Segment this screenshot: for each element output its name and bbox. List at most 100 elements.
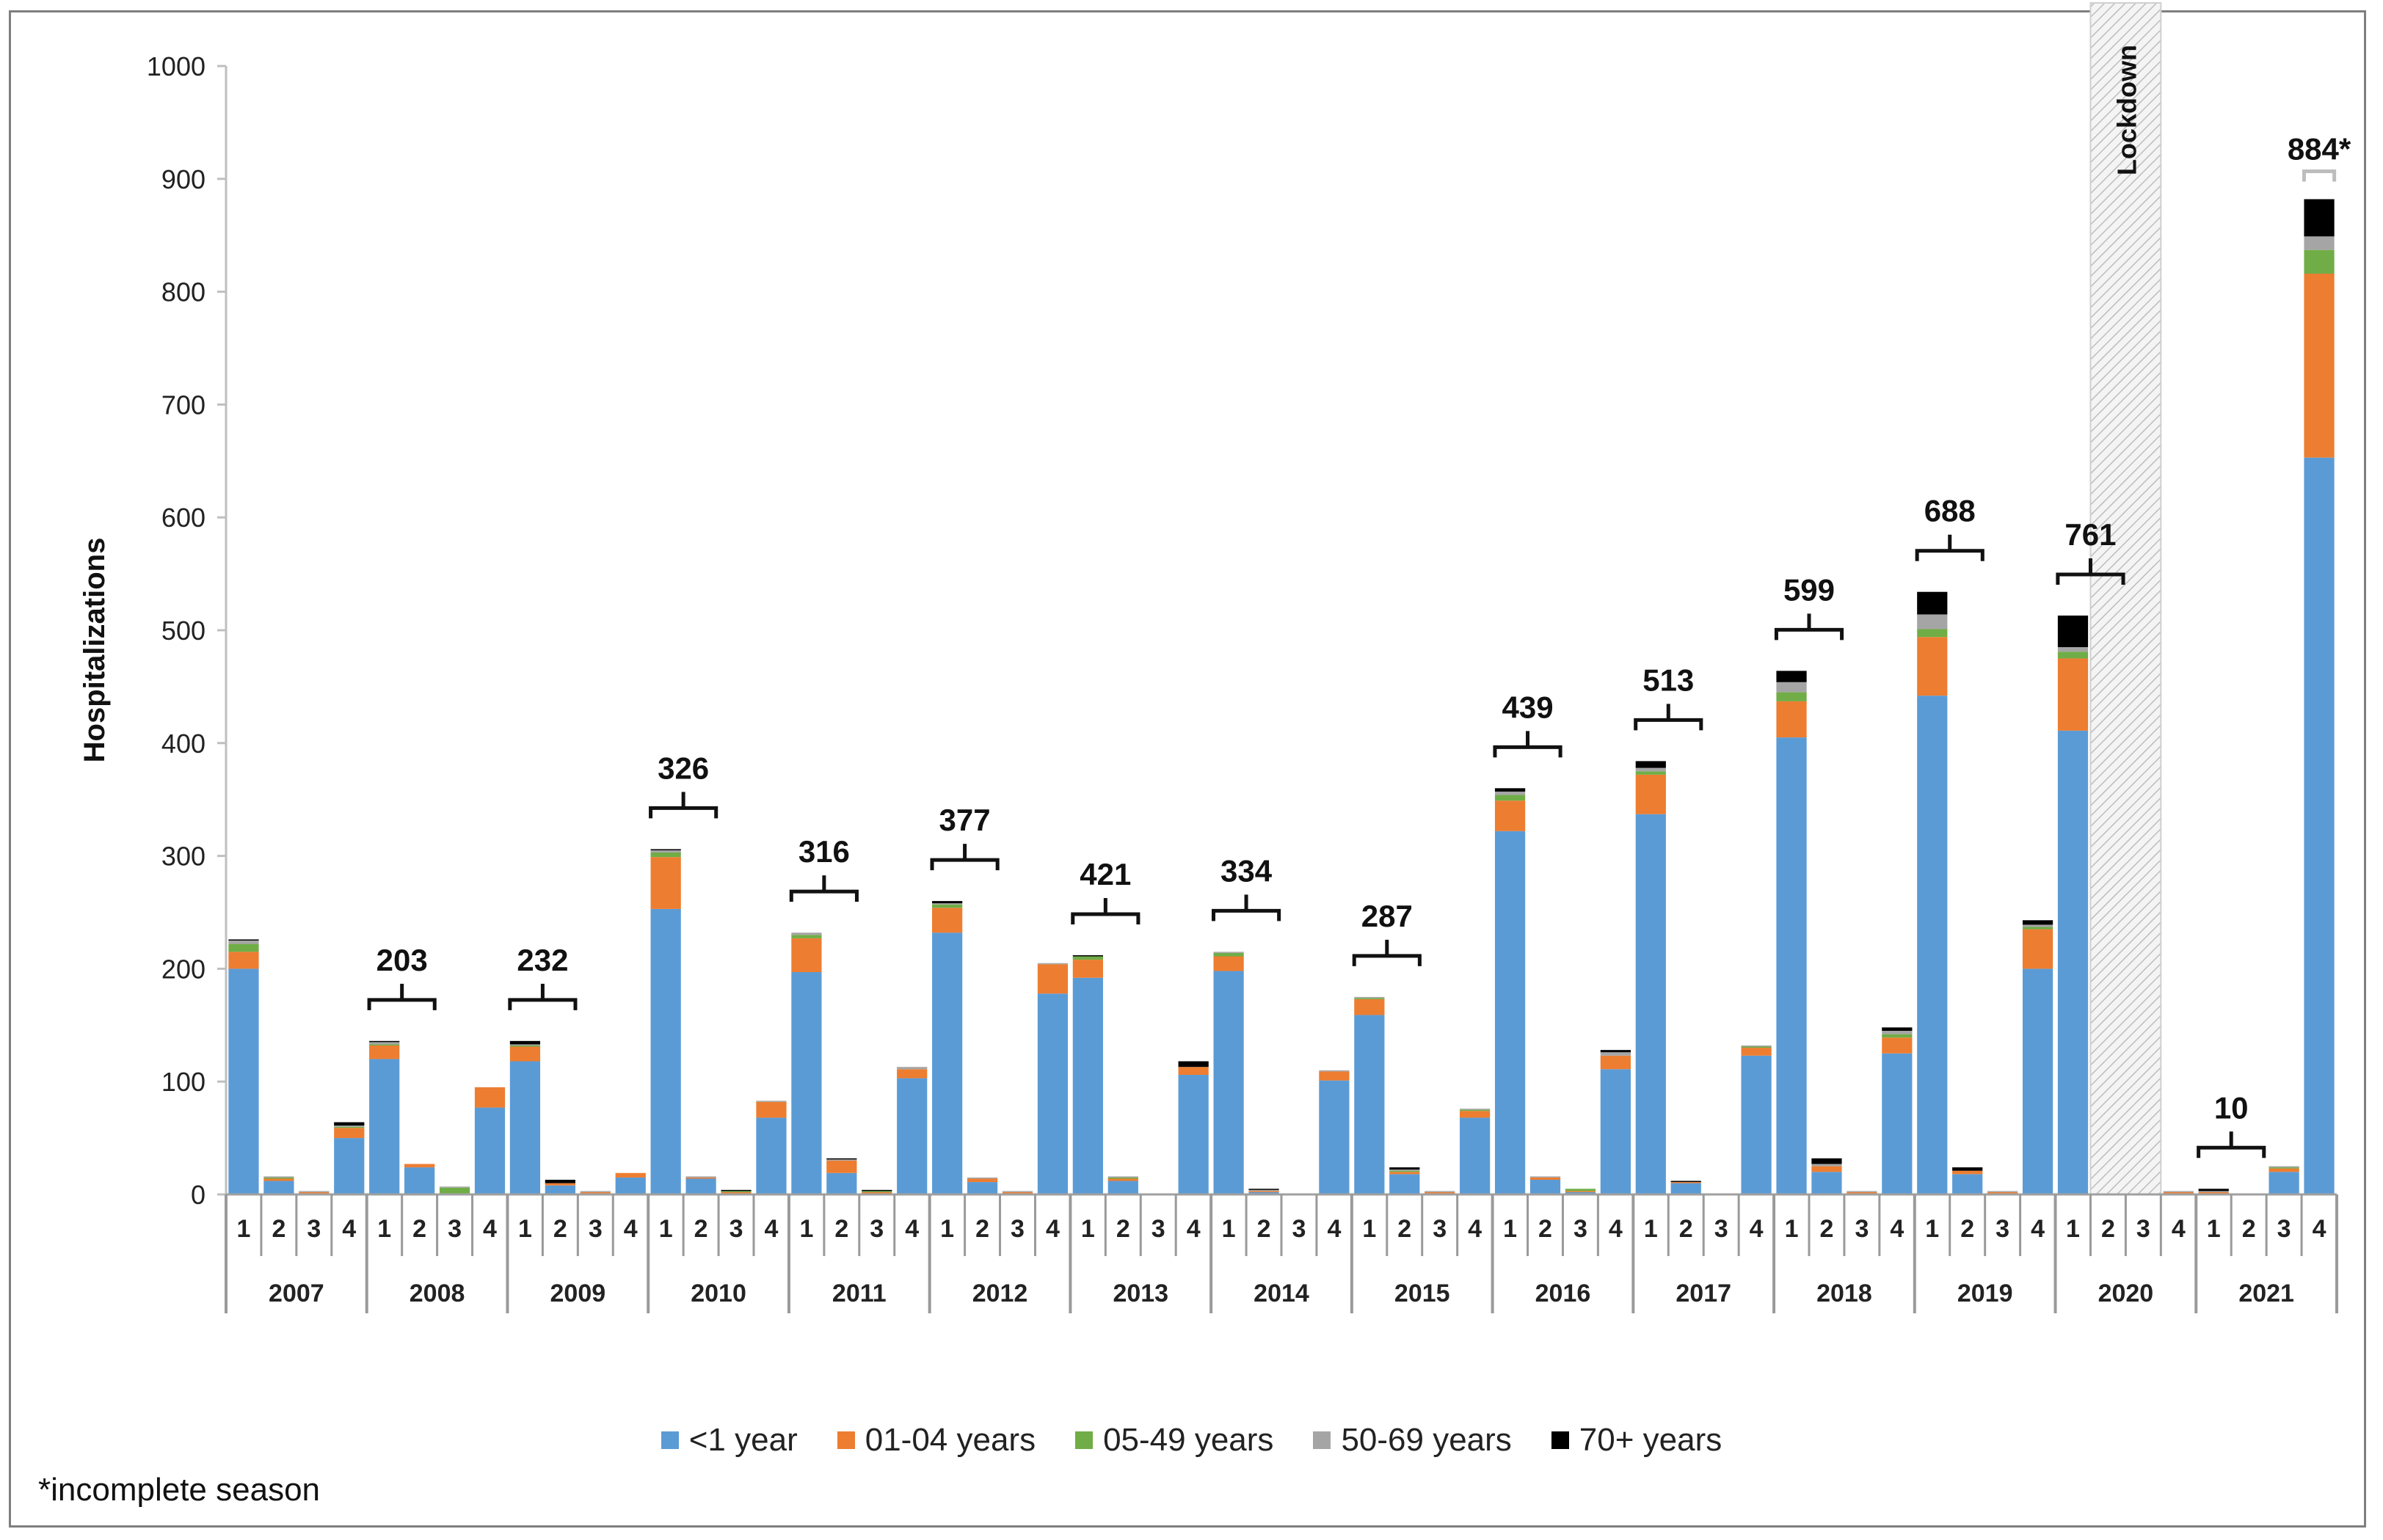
- bar-segment-2015-q2-s0: [1389, 1174, 1420, 1194]
- bar-segment-2010-q1-s0: [650, 908, 681, 1194]
- bar-segment-2014-q4-s3: [1319, 1070, 1350, 1072]
- bracket-line: [367, 983, 437, 1010]
- bar-segment-2016-q3-s1: [1565, 1191, 1596, 1192]
- bar-segment-2013-q1-s2: [1072, 956, 1103, 960]
- bar-segment-2011-q2-s4: [826, 1158, 857, 1160]
- bar-segment-2021-q4-s4: [2304, 199, 2335, 237]
- bar-segment-2010-q3-s1: [721, 1192, 752, 1194]
- bar-segment-2019-q4-s1: [2022, 929, 2053, 969]
- bar-segment-2007-q2-s3: [263, 1176, 294, 1178]
- quarter-label: 1: [377, 1215, 391, 1243]
- bar-segment-2018-q4-s1: [1882, 1037, 1913, 1054]
- bar-segment-2017-q4-s3: [1741, 1045, 1772, 1047]
- season-total-14: 884*: [2288, 131, 2351, 182]
- year-label: 2013: [1113, 1280, 1168, 1307]
- bar-segment-2012-q4-s1: [1037, 964, 1069, 994]
- year-label: 2014: [1254, 1280, 1309, 1307]
- bracket-line: [508, 983, 578, 1010]
- quarter-label: 2: [1257, 1215, 1271, 1243]
- bar-segment-2009-q2-s1: [545, 1183, 575, 1186]
- season-total-label: 334: [1220, 853, 1273, 888]
- bar-segment-2007-q1-s1: [228, 952, 259, 969]
- quarter-label: 4: [2313, 1215, 2326, 1243]
- bar-segment-2021-q4-s1: [2304, 273, 2335, 458]
- quarter-label: 4: [2172, 1215, 2186, 1243]
- bar-segment-2014-q2-s0: [1248, 1192, 1279, 1194]
- quarter-label: 2: [412, 1215, 426, 1243]
- bar-segment-2010-q1-s2: [650, 852, 681, 858]
- bar-segment-2008-q3-s2: [439, 1187, 470, 1194]
- season-total-12: 761: [2056, 517, 2125, 585]
- bar-segment-2019-q4-s4: [2022, 920, 2053, 925]
- bar-segment-2018-q1-s2: [1776, 692, 1807, 701]
- season-total-label: 377: [939, 803, 991, 837]
- bar-segment-2020-q1-s0: [2057, 730, 2089, 1194]
- quarter-label: 4: [765, 1215, 779, 1243]
- bar-segment-2016-q1-s1: [1494, 800, 1526, 831]
- bar-segment-2008-q2-s0: [404, 1167, 435, 1194]
- bar-segment-2012-q1-s4: [932, 901, 963, 904]
- season-total-label: 421: [1080, 857, 1131, 891]
- bar-segment-2011-q2-s0: [826, 1172, 857, 1194]
- bar-segment-2017-q1-s1: [1635, 774, 1666, 814]
- legend-swatch: [1313, 1431, 1331, 1449]
- season-total-label: 439: [1502, 690, 1553, 724]
- bar-segment-2013-q4-s0: [1178, 1074, 1209, 1194]
- bar-segment-2010-q2-s1: [685, 1177, 716, 1179]
- bar-segment-2013-q2-s3: [1107, 1176, 1138, 1178]
- quarter-label: 1: [940, 1215, 954, 1243]
- quarter-label: 2: [834, 1215, 848, 1243]
- bracket-line: [1071, 897, 1140, 924]
- bar-segment-2014-q4-s0: [1319, 1080, 1350, 1194]
- quarter-label: 4: [342, 1215, 356, 1243]
- bar-segment-2009-q3-s3: [580, 1191, 611, 1192]
- bar-segment-2008-q1-s3: [369, 1042, 400, 1045]
- legend-swatch: [661, 1431, 679, 1449]
- bar-segment-2011-q4-s3: [897, 1067, 928, 1070]
- quarter-label: 2: [1538, 1215, 1552, 1243]
- bar-segment-2010-q4-s1: [756, 1101, 787, 1118]
- year-label: 2010: [691, 1280, 746, 1307]
- quarter-label: 1: [2066, 1215, 2080, 1243]
- quarter-label: 3: [1573, 1215, 1587, 1243]
- bar-segment-2010-q1-s3: [650, 850, 681, 853]
- bar-segment-2013-q4-s4: [1178, 1061, 1209, 1068]
- y-tick-label: 300: [161, 842, 205, 872]
- bar-segment-2007-q3-s3: [299, 1191, 330, 1192]
- y-axis: 0 100 200 300 400 500 600 700 800 900 1000: [147, 51, 228, 1210]
- bar-segment-2013-q2-s1: [1107, 1178, 1138, 1181]
- bar-segment-2011-q1-s0: [791, 972, 822, 1194]
- season-total-label: 316: [798, 834, 850, 869]
- bar-segment-2021-q3-s1: [2269, 1168, 2299, 1172]
- bar-segment-2019-q4-s0: [2022, 968, 2053, 1194]
- quarter-label: 3: [2136, 1215, 2150, 1243]
- season-total-label: 688: [1924, 494, 1976, 528]
- bar-segment-2010-q2-s0: [685, 1178, 716, 1194]
- legend: <1 year 01-04 years 05-49 years 50-69 years…: [0, 1422, 2383, 1459]
- legend-item-1: 01-04 years: [837, 1422, 1036, 1459]
- season-total-label: 232: [517, 943, 568, 977]
- quarter-label: 4: [1468, 1215, 1482, 1243]
- bar-segment-2021-q4-s2: [2304, 249, 2335, 274]
- bar-segment-2009-q2-s0: [545, 1185, 575, 1194]
- legend-label: 05-49 years: [1103, 1422, 1274, 1458]
- bar-segment-2012-q1-s2: [932, 904, 963, 908]
- bracket-line: [1915, 534, 1984, 561]
- bar-segment-2009-q1-s1: [509, 1046, 541, 1062]
- season-total-label: 761: [2064, 517, 2116, 552]
- footnote: *incomplete season: [38, 1472, 321, 1508]
- quarter-label: 2: [1679, 1215, 1693, 1243]
- y-tick-label: 600: [161, 503, 205, 533]
- season-total-9: 513: [1634, 663, 1703, 731]
- quarter-label: 4: [1890, 1215, 1904, 1243]
- bar-segment-2018-q2-s0: [1811, 1172, 1842, 1194]
- season-total-label: 884*: [2288, 131, 2351, 166]
- quarter-label: 2: [272, 1215, 285, 1243]
- bar-segment-2008-q3-s3: [439, 1186, 470, 1188]
- lockdown-region: Lockdown: [2089, 2, 2162, 1195]
- y-tick-label: 0: [191, 1180, 205, 1210]
- bracket-line: [1493, 731, 1562, 758]
- bracket-line: [1352, 939, 1422, 966]
- bar-segment-2011-q3-s4: [862, 1189, 892, 1192]
- bar-segment-2021-q3-s3: [2269, 1166, 2299, 1168]
